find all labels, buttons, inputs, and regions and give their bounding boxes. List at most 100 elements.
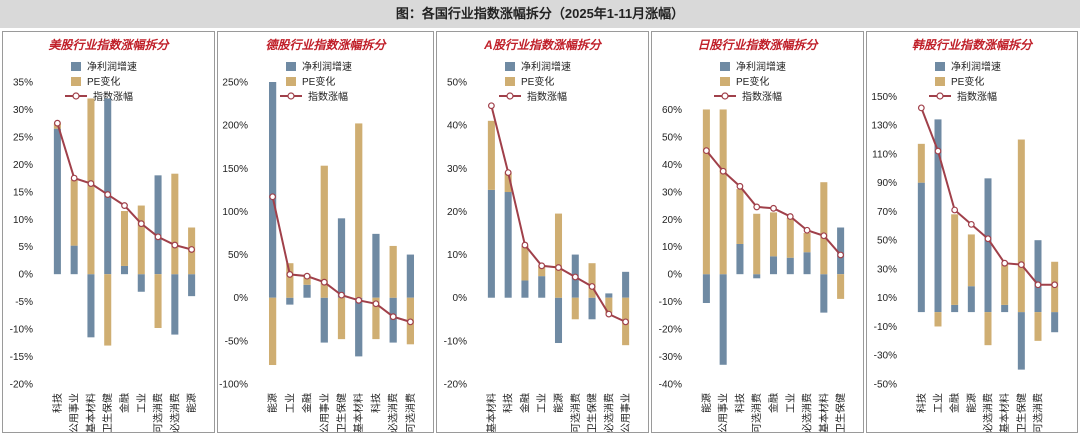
y-tick-label: 90% (877, 178, 897, 189)
y-tick-label: 50% (228, 250, 248, 261)
chart-title: 德股行业指数涨幅拆分 (265, 38, 387, 52)
bar-pe (171, 173, 179, 275)
bar-profit (504, 192, 512, 298)
index-point (87, 180, 95, 187)
y-tick-label: 20% (447, 207, 467, 218)
bar-profit (87, 274, 95, 338)
bar-profit (917, 182, 925, 313)
category-label: 基本材料 (817, 393, 830, 432)
index-point (917, 104, 925, 112)
y-tick-label: 5% (19, 242, 34, 253)
index-point (736, 182, 744, 190)
y-tick-label: 150% (222, 164, 248, 175)
index-point (487, 102, 495, 110)
bar-pe (120, 211, 129, 266)
category-label: 工业 (536, 393, 548, 413)
index-point (803, 226, 811, 234)
bar-profit (337, 218, 346, 298)
chart-title: 日股行业指数涨幅拆分 (697, 38, 819, 52)
category-label: 必选消费 (982, 393, 995, 432)
category-label: 基本材料 (998, 393, 1011, 432)
legend-swatch-profit (935, 62, 945, 71)
legend-label-profit: 净利润增速 (87, 60, 137, 73)
index-point (137, 220, 145, 228)
index-point (389, 313, 397, 321)
bar-pe (137, 205, 145, 275)
y-tick-label: -20% (659, 325, 682, 336)
category-label: 能源 (185, 393, 198, 413)
bar-profit (487, 189, 495, 298)
bar-profit (268, 82, 277, 298)
legend-label-index: 指数涨幅 (957, 90, 997, 103)
legend-swatch-profit (505, 62, 515, 71)
index-point (984, 235, 992, 243)
category-label: 金融 (118, 393, 131, 413)
category-label: 能源 (266, 393, 279, 413)
bar-pe (1034, 312, 1042, 341)
legend-label-index: 指数涨幅 (742, 90, 782, 103)
index-point (555, 264, 562, 271)
bar-profit (303, 284, 311, 298)
bar-profit (1051, 312, 1059, 333)
category-label: 金融 (948, 393, 961, 413)
bar-pe (554, 213, 563, 298)
index-point (320, 278, 328, 286)
index-point (837, 251, 845, 259)
y-tick-label: -10% (659, 297, 682, 308)
bar-pe (753, 213, 761, 275)
bar-profit (605, 293, 613, 298)
category-label: 工业 (136, 393, 148, 413)
panel-japan: 日股行业指数涨幅拆分 60% 50% 40% 30% 20% 10% 0% -10% -20% -3… (651, 31, 864, 433)
index-point (154, 233, 162, 241)
panel-china-a: A股行业指数涨幅拆分 50% 40% 30% 20% 10% 0% -10% -20% 净利润增速… (436, 31, 649, 433)
y-tick-label: 20% (662, 215, 682, 226)
legend-swatch-profit (71, 62, 81, 71)
category-label: 金融 (767, 393, 780, 413)
category-label: 可选消费 (404, 393, 417, 432)
legend-marker-index (287, 92, 295, 100)
index-point (521, 241, 529, 249)
chart-svg-korea: 韩股行业指数涨幅拆分 150% 130% 110% 90% 70% 50% 30% 10% -10… (871, 38, 1059, 432)
category-label: 工业 (284, 393, 296, 413)
y-tick-label: -20% (444, 380, 467, 391)
bar-profit (320, 297, 328, 343)
y-tick-label: 15% (13, 187, 33, 198)
index-point (538, 262, 546, 270)
chart-svg-germany: 德股行业指数涨幅拆分 250% 200% 150% 100% 50% 0% -50% -100%… (219, 38, 417, 432)
y-tick-label: 25% (13, 132, 33, 143)
y-tick-label: 60% (662, 105, 682, 116)
category-label: 卫生保健 (586, 393, 599, 432)
y-tick-label: 50% (662, 132, 682, 143)
bar-pe (702, 109, 710, 275)
bar-profit (1017, 312, 1025, 370)
index-point (188, 246, 196, 253)
bar-pe (967, 234, 975, 287)
y-tick-label: 40% (447, 121, 467, 132)
legend-swatch-pe (935, 77, 945, 86)
index-point (338, 291, 345, 299)
category-label: 公用事业 (318, 393, 331, 432)
bar-profit (1001, 304, 1009, 313)
y-tick-label: 0% (668, 270, 683, 281)
bar-profit (753, 274, 761, 279)
bar-pe (803, 233, 811, 253)
index-point (372, 300, 380, 308)
category-label: 金融 (518, 393, 531, 413)
legend-label-index: 指数涨幅 (527, 90, 567, 103)
bar-profit (286, 297, 294, 305)
legend-marker-index (72, 92, 80, 100)
category-label: 卫生保健 (101, 393, 114, 432)
index-point (622, 318, 630, 326)
bar-pe (487, 120, 495, 190)
bar-pe (605, 297, 613, 313)
bar-profit (104, 98, 112, 275)
y-tick-label: -40% (659, 380, 682, 391)
bar-profit (837, 227, 845, 275)
category-label: 可选消费 (750, 393, 763, 432)
legend-marker-index (721, 92, 729, 100)
y-tick-label: 35% (13, 78, 33, 89)
bar-profit (372, 233, 380, 298)
index-point (104, 191, 112, 198)
index-point (820, 232, 828, 240)
y-tick-label: 10% (662, 242, 682, 253)
